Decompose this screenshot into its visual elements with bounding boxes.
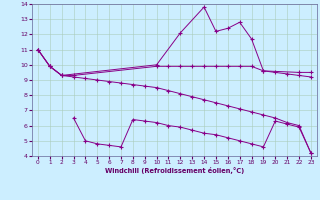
X-axis label: Windchill (Refroidissement éolien,°C): Windchill (Refroidissement éolien,°C) <box>105 167 244 174</box>
